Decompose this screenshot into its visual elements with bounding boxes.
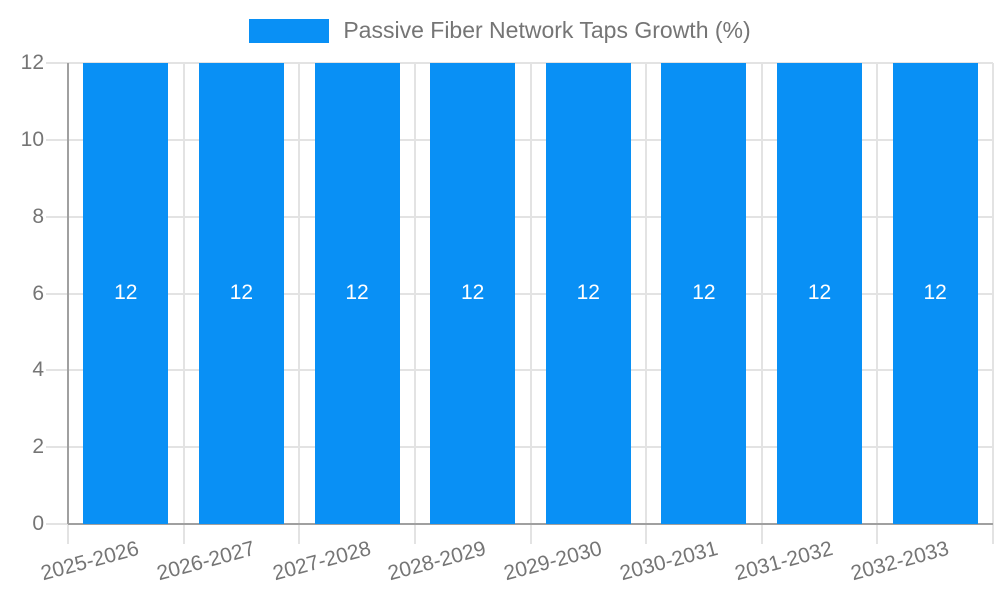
legend: Passive Fiber Network Taps Growth (%) xyxy=(0,17,1000,44)
x-tick-label: 2025-2026 xyxy=(38,537,142,586)
v-gridline xyxy=(760,63,763,544)
bar xyxy=(198,63,284,524)
x-tick-label: 2028-2029 xyxy=(385,537,489,586)
bar-value-label: 12 xyxy=(807,280,832,304)
x-tick-label: 2031-2032 xyxy=(732,537,836,586)
bar xyxy=(83,63,169,524)
bar xyxy=(314,63,400,524)
h-gridline xyxy=(46,369,993,372)
bar xyxy=(661,63,747,524)
legend-swatch xyxy=(249,18,330,43)
x-tick-label: 2032-2033 xyxy=(848,537,952,586)
bar-value-label: 12 xyxy=(923,280,947,304)
bar-value-label: 12 xyxy=(692,280,716,304)
v-gridline xyxy=(645,63,648,544)
y-axis-line xyxy=(67,63,69,524)
bar-value-label: 12 xyxy=(229,280,254,304)
bar xyxy=(430,63,516,524)
x-tick-label: 2026-2027 xyxy=(154,537,258,586)
v-gridline xyxy=(298,63,301,544)
y-tick-label: 2 xyxy=(32,435,44,459)
y-tick-label: 6 xyxy=(32,281,44,305)
x-tick-label: 2030-2031 xyxy=(616,537,720,586)
y-tick-label: 4 xyxy=(32,358,44,382)
h-gridline xyxy=(46,215,993,218)
v-gridline xyxy=(529,63,532,544)
bar xyxy=(892,63,978,524)
y-tick-label: 8 xyxy=(32,204,44,228)
bar-value-label: 12 xyxy=(345,280,369,304)
y-tick-label: 10 xyxy=(20,127,44,151)
x-tick-label: 2029-2030 xyxy=(501,537,605,586)
x-axis-line xyxy=(68,523,993,525)
y-tick-label: 12 xyxy=(20,51,44,74)
v-gridline xyxy=(413,63,416,544)
h-gridline xyxy=(46,138,993,141)
bar-value-label: 12 xyxy=(114,280,138,304)
v-gridline xyxy=(182,63,185,544)
h-gridline xyxy=(46,62,993,64)
v-gridline xyxy=(876,63,879,544)
bar-value-label: 12 xyxy=(461,280,485,304)
legend-label: Passive Fiber Network Taps Growth (%) xyxy=(343,17,751,43)
h-gridline xyxy=(46,446,993,449)
h-gridline xyxy=(46,292,993,295)
y-tick-label: 0 xyxy=(32,512,44,535)
bar xyxy=(545,63,631,524)
v-gridline xyxy=(992,63,994,544)
bar xyxy=(777,63,863,524)
x-tick-label: 2027-2028 xyxy=(270,537,374,586)
bar-value-label: 12 xyxy=(576,280,600,304)
